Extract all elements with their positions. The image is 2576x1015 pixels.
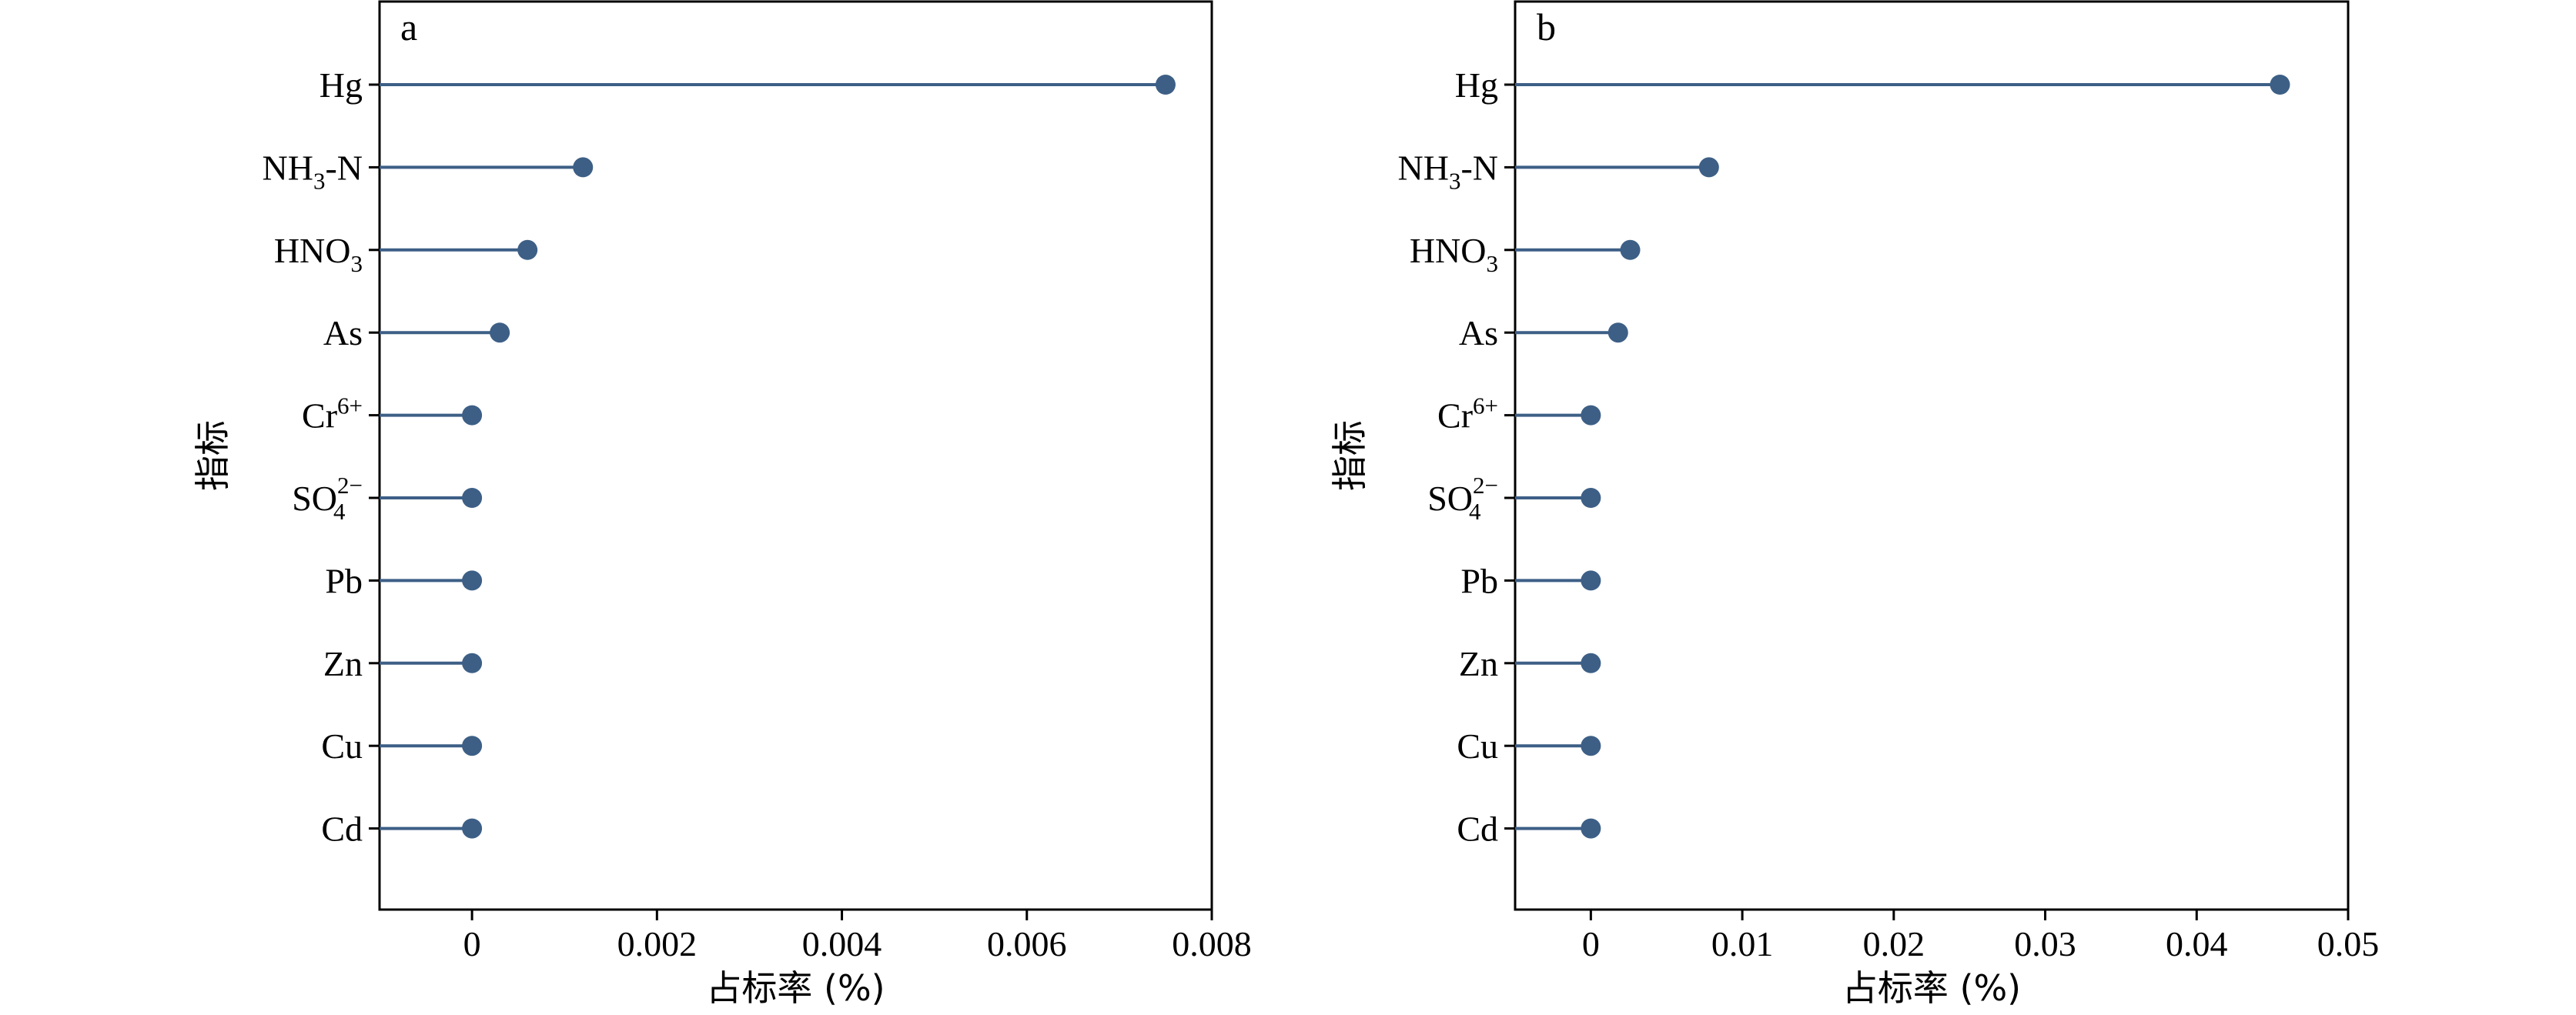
y-tick-label: Pb — [1460, 561, 1498, 600]
y-tick-label: Cu — [1457, 726, 1498, 766]
x-tick-label: 0.002 — [617, 924, 698, 963]
y-tick-label: As — [1459, 313, 1498, 352]
y-axis-title: 指标 — [1329, 420, 1370, 491]
y-tick-label: Hg — [319, 65, 363, 105]
y-tick-label: SO2− 4 — [292, 472, 363, 525]
lollipop-point — [462, 405, 483, 426]
y-tick-label: Cd — [321, 810, 363, 849]
chart-panel-a: a 0 0.002 0.004 0.006 0.008 占标率 (%) 指标 Hg NH3-N HN… — [192, 0, 1252, 1009]
x-tick-label: 0.008 — [1172, 924, 1252, 963]
y-tick-label: Zn — [323, 644, 363, 683]
y-tick-label: As — [323, 313, 363, 352]
lollipop-point — [462, 653, 483, 673]
lollipop-point — [1581, 488, 1601, 508]
y-tick-label: NH3-N — [1398, 148, 1499, 194]
lollipop-point — [2270, 75, 2290, 95]
lollipop-point — [1620, 239, 1641, 260]
y-axis-title: 指标 — [192, 420, 233, 491]
x-tick-label: 0.004 — [802, 924, 882, 963]
panel-label: b — [1537, 5, 1556, 48]
lollipop-point — [1581, 818, 1601, 839]
x-axis-title: 占标率 (%) — [706, 967, 885, 1009]
lollipop-point — [490, 322, 510, 343]
x-tick-label: 0.01 — [1711, 924, 1774, 963]
lollipop-point — [1581, 405, 1601, 426]
lollipop-point — [462, 488, 483, 508]
plot-frame — [378, 0, 1213, 911]
lollipop-point — [1698, 157, 1719, 178]
lollipop-point — [1581, 736, 1601, 756]
y-tick-label: HNO3 — [1410, 231, 1498, 277]
x-tick-label: 0.02 — [1863, 924, 1925, 963]
x-axis-title: 占标率 (%) — [1842, 967, 2021, 1009]
y-tick-label: Zn — [1459, 644, 1498, 683]
y-tick-label: Hg — [1455, 65, 1498, 105]
y-tick-label: Cr6+ — [1437, 392, 1498, 436]
x-tick-label: 0.04 — [2166, 924, 2228, 963]
lollipop-point — [1155, 75, 1176, 95]
y-tick-label: HNO3 — [274, 231, 363, 277]
panel-label: a — [400, 5, 417, 48]
y-tick-label: SO2− 4 — [1427, 472, 1498, 525]
y-tick-label: NH3-N — [263, 148, 363, 194]
x-tick-label: 0.05 — [2317, 924, 2380, 963]
lollipop-point — [573, 157, 594, 178]
lollipop-point — [462, 818, 483, 839]
chart-panel-b: b 0 0.01 0.02 0.03 0.04 0.05 占标率 (%) 指标 Hg NH3-N HN… — [1329, 0, 2380, 1009]
plot-frame — [1514, 0, 2350, 911]
lollipop-point — [462, 570, 483, 591]
y-tick-label: Pb — [325, 561, 363, 600]
lollipop-point — [517, 239, 538, 260]
lollipop-point — [1581, 570, 1601, 591]
x-tick-label: 0 — [463, 924, 481, 963]
y-tick-label: Cd — [1457, 810, 1498, 849]
lollipop-point — [462, 736, 483, 756]
y-tick-label: Cr6+ — [302, 392, 363, 436]
lollipop-point — [1581, 653, 1601, 673]
lollipop-point — [1607, 322, 1628, 343]
x-tick-label: 0.03 — [2014, 924, 2076, 963]
x-tick-label: 0.006 — [987, 924, 1067, 963]
x-tick-label: 0 — [1582, 924, 1600, 963]
y-tick-label: Cu — [321, 726, 363, 766]
